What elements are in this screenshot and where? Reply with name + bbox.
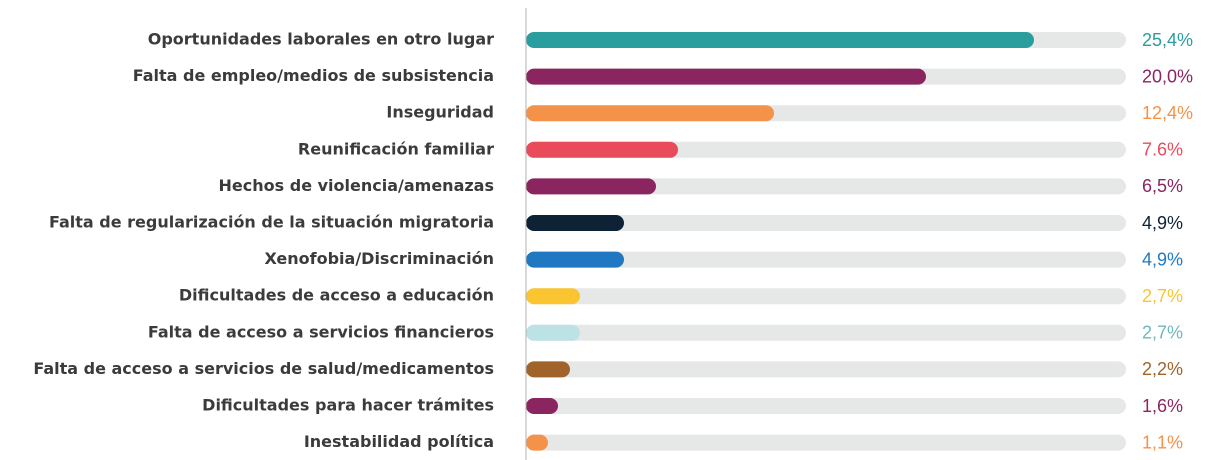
bar-track	[526, 215, 1126, 231]
bar	[526, 105, 774, 122]
bar	[526, 215, 624, 231]
bar	[526, 288, 580, 305]
bar	[526, 398, 558, 414]
bar-track	[526, 178, 1126, 195]
value-label: 2,2%	[1142, 359, 1183, 379]
category-label: Inseguridad	[386, 103, 494, 122]
category-label: Falta de acceso a servicios financieros	[148, 322, 494, 341]
category-label: Xenofobia/Discriminación	[264, 249, 494, 268]
bar	[526, 434, 548, 451]
bar	[526, 361, 570, 378]
bar	[526, 141, 678, 158]
value-label: 2,7%	[1142, 286, 1183, 306]
category-label: Dificultades para hacer trámites	[202, 396, 494, 415]
category-label: Falta de empleo/medios de subsistencia	[133, 66, 494, 85]
value-label: 4,9%	[1142, 249, 1183, 269]
value-label: 6,5%	[1142, 176, 1183, 196]
value-label: 2,7%	[1142, 323, 1183, 343]
bar-track	[526, 434, 1126, 451]
bar-track	[526, 251, 1126, 268]
value-label: 1,1%	[1142, 432, 1183, 452]
bar-track	[526, 398, 1126, 414]
category-label: Inestabilidad política	[304, 432, 494, 451]
category-label: Falta de regularización de la situación …	[49, 213, 494, 232]
category-label: Dificultades de acceso a educación	[179, 286, 494, 305]
bar	[526, 251, 624, 268]
value-label: 25,4%	[1142, 30, 1193, 50]
bar	[526, 178, 656, 195]
value-label: 7.6%	[1142, 140, 1183, 160]
value-label: 12,4%	[1142, 103, 1193, 123]
value-label: 20,0%	[1142, 66, 1193, 86]
value-label: 4,9%	[1142, 213, 1183, 233]
bar-track	[526, 361, 1126, 378]
bar	[526, 32, 1034, 48]
category-label: Oportunidades laborales en otro lugar	[148, 30, 494, 49]
bar	[526, 68, 926, 85]
bar-track	[526, 324, 1126, 341]
category-label: Reunificación familiar	[298, 139, 494, 158]
bar-track	[526, 288, 1126, 305]
bar	[526, 324, 580, 341]
category-label: Falta de acceso a servicios de salud/med…	[33, 359, 494, 378]
value-label: 1,6%	[1142, 396, 1183, 416]
category-label: Hechos de violencia/amenazas	[219, 176, 494, 195]
